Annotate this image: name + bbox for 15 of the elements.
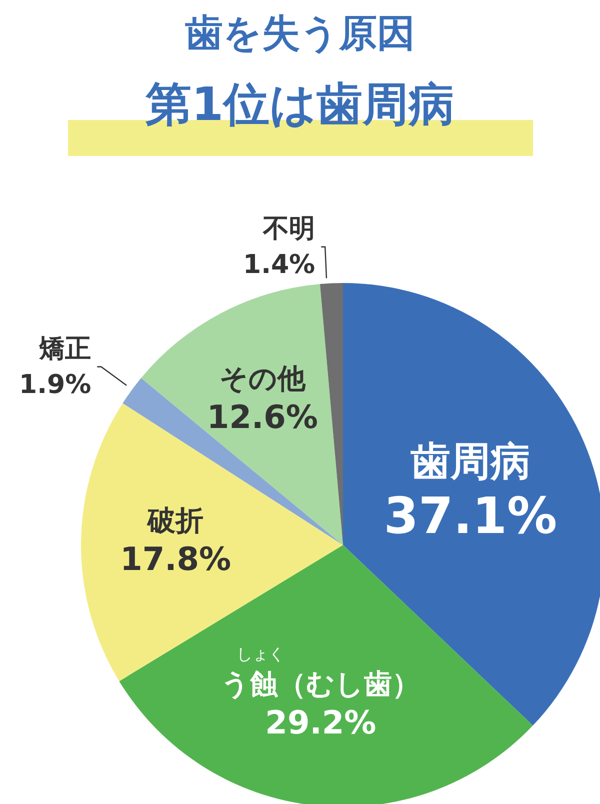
data-label: 12.6% — [206, 398, 318, 436]
data-label: 1.4% — [242, 250, 316, 280]
slice-label: 歯周病 — [410, 439, 530, 486]
data-label: 1.9% — [19, 370, 92, 400]
data-label: 37.1% — [384, 487, 558, 546]
chart-title: 歯を失う原因 — [184, 10, 416, 57]
slice-label: 不明 — [262, 214, 316, 244]
slice-label: 矯正 — [38, 334, 92, 364]
data-label: 17.8% — [120, 540, 232, 578]
text: しょく — [236, 644, 285, 664]
slice-label: その他 — [219, 362, 306, 396]
chart-subtitle: 第1位は歯周病 — [144, 76, 456, 133]
data-label: 29.2% — [265, 704, 376, 742]
slice-label: 破折 — [146, 504, 204, 537]
slice-label: う蝕（むし歯） — [221, 668, 420, 701]
